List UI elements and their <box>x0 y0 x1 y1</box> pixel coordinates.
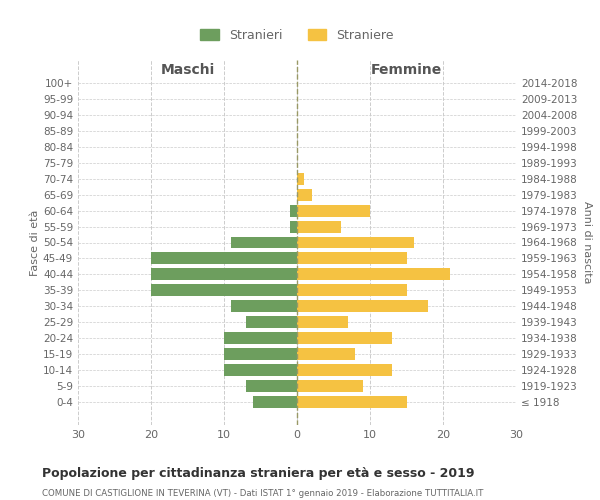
Bar <box>224 364 297 376</box>
Legend: Stranieri, Straniere: Stranieri, Straniere <box>194 22 400 48</box>
Bar <box>253 396 297 408</box>
Text: COMUNE DI CASTIGLIONE IN TEVERINA (VT) - Dati ISTAT 1° gennaio 2019 - Elaborazio: COMUNE DI CASTIGLIONE IN TEVERINA (VT) -… <box>42 489 484 498</box>
Bar <box>297 252 407 264</box>
Bar <box>232 300 297 312</box>
Bar <box>297 300 428 312</box>
Bar <box>151 252 297 264</box>
Bar <box>297 396 407 408</box>
Bar <box>297 236 414 248</box>
Bar <box>224 348 297 360</box>
Bar <box>290 220 297 232</box>
Bar <box>297 316 348 328</box>
Bar <box>232 236 297 248</box>
Bar <box>297 380 362 392</box>
Bar <box>224 332 297 344</box>
Bar <box>246 316 297 328</box>
Bar <box>151 268 297 280</box>
Bar <box>297 204 370 216</box>
Bar <box>151 284 297 296</box>
Text: Maschi: Maschi <box>160 63 215 77</box>
Bar <box>246 380 297 392</box>
Bar <box>297 188 311 200</box>
Y-axis label: Fasce di età: Fasce di età <box>30 210 40 276</box>
Bar <box>297 268 450 280</box>
Bar <box>297 348 355 360</box>
Bar <box>297 332 392 344</box>
Bar <box>297 284 407 296</box>
Bar <box>297 172 304 184</box>
Text: Femmine: Femmine <box>371 63 442 77</box>
Bar <box>297 364 392 376</box>
Bar <box>290 204 297 216</box>
Bar <box>297 220 341 232</box>
Y-axis label: Anni di nascita: Anni di nascita <box>581 201 592 284</box>
Text: Popolazione per cittadinanza straniera per età e sesso - 2019: Popolazione per cittadinanza straniera p… <box>42 468 475 480</box>
